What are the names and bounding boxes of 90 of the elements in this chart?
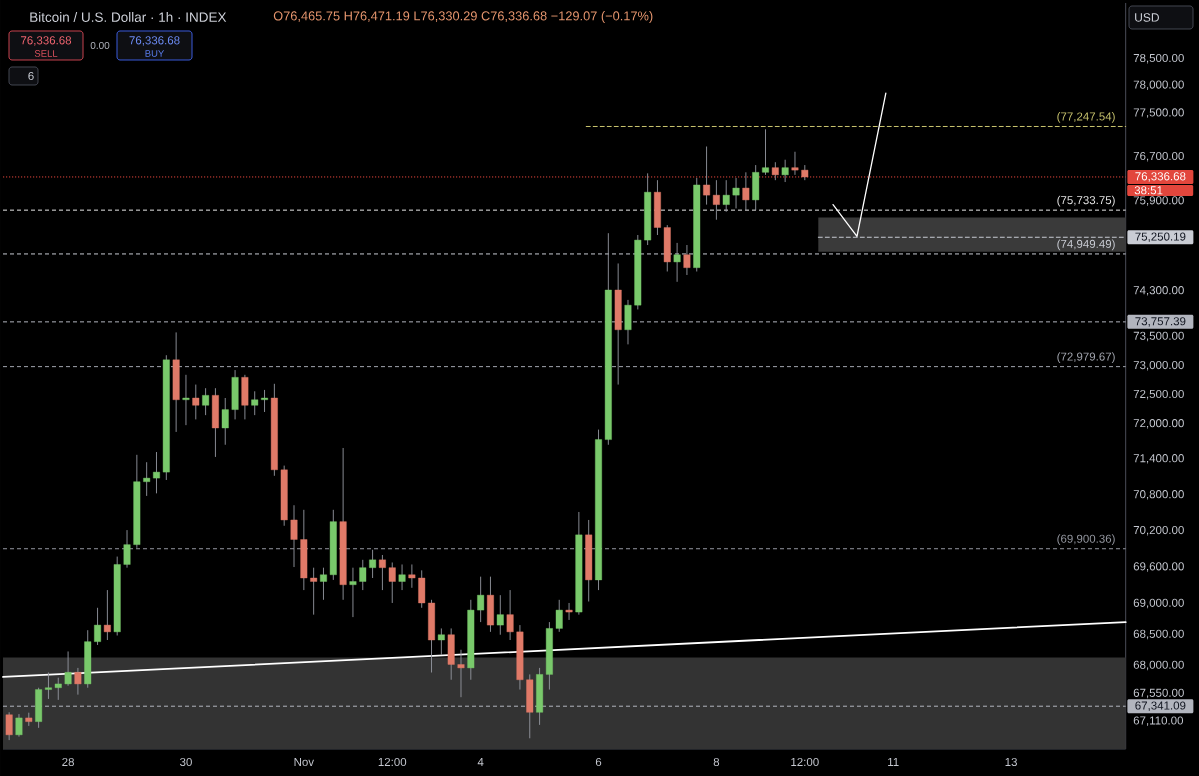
y-tick-label: 74,300.00 (1133, 286, 1184, 296)
x-tick-label: 12:00 (378, 757, 407, 767)
candlestick (683, 244, 691, 276)
candlestick (103, 589, 111, 641)
candlestick (496, 594, 504, 636)
candlestick (732, 177, 740, 209)
candlestick (477, 576, 485, 623)
ref-line-label: 76,336.68 (1135, 172, 1186, 182)
y-tick-label: 69,600.00 (1133, 562, 1184, 572)
annotation: BUY (145, 50, 165, 57)
candlestick (398, 564, 406, 591)
y-tick-label: 70,800.00 (1133, 490, 1184, 500)
y-tick-label: 69,000.00 (1133, 598, 1184, 609)
candlestick (221, 397, 229, 446)
series-label: 75,250.19 (1135, 232, 1186, 243)
candlestick (742, 171, 750, 211)
candlestick (349, 567, 357, 618)
y-tick-label: 73,500.00 (1133, 331, 1184, 342)
candlestick (320, 567, 327, 601)
candlestick (388, 562, 396, 604)
candlestick (153, 451, 160, 494)
text: O76,465.75 H76,471.19 L76,330.29 C76,336.68 −129.07 (−0.17%) (273, 11, 653, 23)
y-tick-label: 70,200.00 (1133, 525, 1184, 536)
candlestick (74, 667, 82, 696)
candlestick (781, 159, 789, 183)
candlestick (15, 713, 23, 738)
text: Bitcoin / U.S. Dollar · 1h · INDEX (30, 12, 227, 22)
x-tick-label: 11 (888, 758, 899, 766)
candlestick (94, 607, 101, 646)
x-tick-label: Nov (294, 757, 315, 766)
text: 38:51 (1134, 186, 1163, 195)
y-tick-label: 75,900.00 (1133, 196, 1184, 206)
candlestick (408, 564, 416, 589)
ref-line-label: 67,341.09 (1135, 701, 1186, 711)
annotation: 0.00 (90, 41, 110, 50)
candlestick (143, 461, 151, 497)
x-tick-label: 28 (62, 757, 74, 767)
y-tick-label: 72,000.00 (1133, 419, 1184, 429)
x-tick-label: 8 (713, 757, 720, 767)
candlestick (703, 146, 711, 206)
candlestick (673, 242, 681, 283)
x-tick-label: 13 (1005, 757, 1017, 767)
candlestick (182, 374, 190, 426)
annotation: 76,336.68 (129, 36, 180, 46)
annotation: (75,733.75) (1057, 195, 1115, 207)
annotation: (72,979.67) (1057, 352, 1115, 363)
x-tick-label: 6 (595, 757, 602, 767)
y-tick-label: 68,500.00 (1133, 629, 1184, 640)
ref-line-label: 73,757.39 (1135, 317, 1186, 327)
candlestick (192, 384, 200, 420)
annotation: SELL (34, 50, 58, 57)
candlestick (261, 389, 268, 413)
candlestick (45, 672, 52, 700)
y-tick-label: 78,000.00 (1133, 80, 1184, 91)
candlestick (506, 589, 514, 641)
annotation: (74,949.49) (1057, 239, 1115, 251)
candlestick (369, 549, 377, 579)
y-tick-label: 78,500.00 (1133, 53, 1184, 64)
annotation: 6 (28, 71, 34, 81)
candlestick (565, 602, 573, 621)
annotation: (69,900.36) (1057, 534, 1115, 546)
y-tick-label: 73,000.00 (1133, 361, 1184, 371)
x-tick-label: 12:00 (791, 757, 819, 767)
y-tick-label: 67,110.00 (1133, 716, 1184, 726)
annotation: (77,247.54) (1057, 112, 1115, 123)
candlestick (310, 567, 318, 616)
candlestick (251, 390, 259, 416)
y-tick-label: 67,550.00 (1133, 688, 1184, 699)
candlestick (202, 387, 210, 416)
candlestick (722, 179, 730, 213)
candlestick (712, 179, 720, 221)
candlestick (791, 151, 799, 176)
candlestick (762, 128, 769, 176)
candlestick (54, 677, 62, 701)
candlestick (437, 627, 445, 656)
y-tick-label: 71,400.00 (1133, 454, 1184, 464)
candlestick (378, 554, 386, 591)
text: USD (1135, 13, 1159, 22)
y-tick-label: 76,700.00 (1133, 151, 1184, 162)
candlestick (457, 649, 465, 698)
x-tick-label: 30 (180, 757, 192, 767)
y-tick-label: 72,500.00 (1133, 389, 1184, 400)
y-tick-label: 68,000.00 (1133, 660, 1184, 671)
candlestick (5, 711, 13, 741)
annotation: 76,336.68 (21, 36, 72, 46)
x-tick-label: 4 (477, 758, 484, 766)
candlestick (359, 559, 367, 591)
candlestick (555, 599, 563, 633)
y-tick-label: 77,500.00 (1133, 108, 1184, 118)
candlestick (64, 651, 72, 687)
